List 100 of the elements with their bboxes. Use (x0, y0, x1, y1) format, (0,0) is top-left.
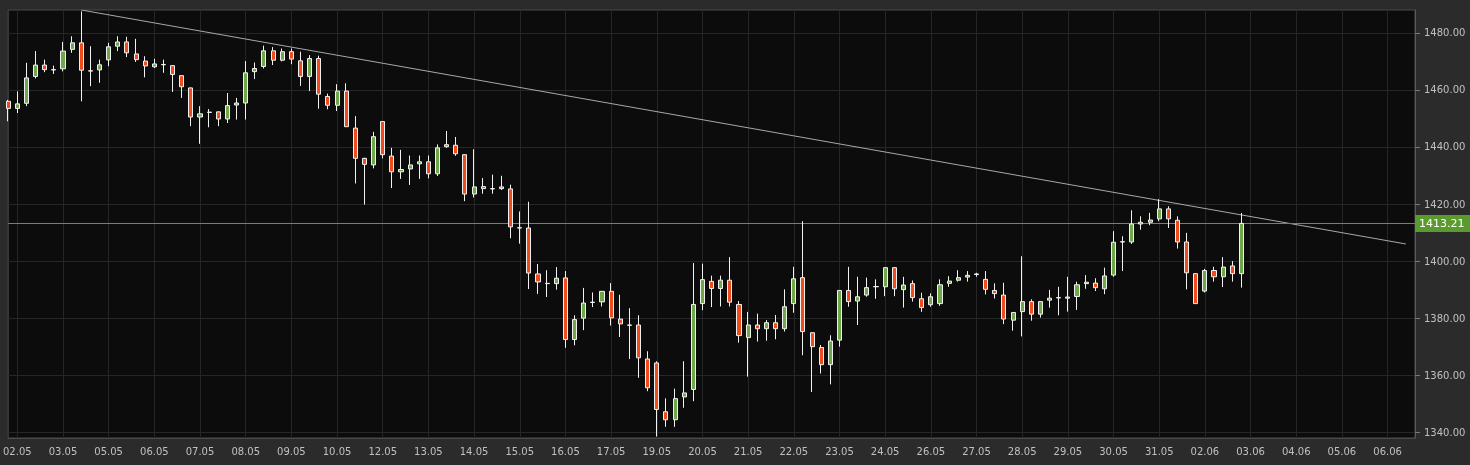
candlestick (618, 294, 623, 338)
x-tick-label: 10.05 (322, 445, 352, 457)
candlestick (280, 48, 285, 62)
candlestick (472, 148, 477, 198)
candlestick (344, 82, 349, 128)
candlestick (947, 275, 952, 288)
candlestick (709, 275, 714, 308)
candlestick (673, 388, 678, 428)
candlestick (115, 35, 120, 52)
x-tick-label: 15.05 (505, 445, 535, 457)
candlestick (974, 272, 979, 278)
x-tick-label: 06.05 (140, 445, 169, 457)
candlestick (79, 10, 84, 102)
candlestick (855, 276, 860, 326)
candlestick (234, 97, 239, 121)
candlestick (1193, 273, 1198, 305)
candlestick (791, 266, 796, 314)
x-tick-label: 30.05 (1099, 445, 1128, 457)
candlestick (60, 41, 66, 72)
candlestick (179, 74, 184, 99)
candlestick (910, 280, 915, 303)
candlestick (417, 155, 422, 180)
candlestick (609, 282, 614, 327)
candlestick (252, 62, 257, 80)
x-tick-label: 02.05 (2, 445, 32, 457)
candlestick (508, 184, 513, 239)
candlestick (992, 282, 997, 299)
candlestick (1065, 276, 1070, 313)
candlestick (535, 263, 541, 295)
candlestick (435, 143, 440, 177)
candlestick (1175, 215, 1180, 250)
y-tick-label: 1480.00 (1424, 27, 1466, 39)
candlestick (207, 108, 212, 128)
x-tick-label: 31.05 (1144, 445, 1174, 457)
candlestick (161, 59, 166, 74)
candlestick (810, 331, 815, 393)
candlestick (873, 278, 879, 300)
candlestick (197, 105, 203, 145)
x-tick-label: 24.05 (870, 445, 900, 457)
x-tick-label: 28.05 (1007, 445, 1037, 457)
candlestick (1084, 274, 1089, 290)
y-tick-label: 1440.00 (1424, 141, 1466, 153)
candlestick (398, 149, 404, 180)
x-tick-label: 08.05 (231, 445, 261, 457)
candlestick (691, 262, 696, 402)
candlestick (24, 62, 29, 107)
candlestick (846, 266, 851, 308)
x-tick-label: 14.05 (459, 445, 489, 457)
candlestick (225, 92, 230, 124)
candlestick (371, 131, 376, 169)
y-tick-label: 1420.00 (1424, 198, 1466, 210)
x-tick-label: 23.05 (825, 445, 854, 457)
candlestick (1129, 209, 1134, 245)
candlestick (380, 120, 385, 159)
candlestick (627, 307, 632, 360)
candlestick (1047, 289, 1052, 309)
candlestick (983, 270, 988, 295)
candlestick (51, 65, 56, 75)
candlestick (462, 154, 467, 202)
candlestick (526, 201, 531, 290)
candlestick (389, 147, 394, 189)
candlestick (1221, 256, 1226, 288)
candlestick (15, 90, 20, 114)
candlestick (134, 38, 139, 63)
candlestick (1202, 268, 1207, 293)
candlestick (1029, 298, 1034, 322)
candlestick (563, 270, 568, 349)
candlestick (97, 59, 102, 84)
y-tick-label: 1360.00 (1424, 369, 1466, 381)
x-tick-label: 21.05 (733, 445, 763, 457)
x-tick-label: 09.05 (277, 445, 306, 457)
x-tick-label: 05.06 (1327, 445, 1357, 457)
x-tick-label: 27.05 (962, 445, 991, 457)
candlestick (106, 42, 111, 67)
candlestick (928, 292, 933, 308)
candlestick (901, 276, 906, 309)
candlestick (755, 313, 760, 343)
candlestick (599, 290, 605, 307)
candlestick (937, 278, 943, 307)
candlestick (654, 360, 659, 438)
candlestick (581, 287, 586, 331)
candlestick (216, 111, 221, 127)
x-tick-label: 03.05 (48, 445, 78, 457)
candlestick (298, 51, 303, 87)
x-tick-label: 22.05 (779, 445, 809, 457)
candlestick (682, 360, 687, 409)
candlestick (956, 269, 961, 283)
candlestick (828, 334, 833, 385)
candlestick (819, 344, 824, 375)
candlestick (700, 263, 705, 311)
candlestick (143, 55, 148, 78)
candlestick (261, 45, 266, 69)
candlestick (88, 45, 93, 87)
candlestick (307, 54, 312, 92)
candlestick (408, 155, 413, 186)
candlestick (33, 50, 38, 79)
x-tick-label: 16.05 (551, 445, 580, 457)
candlestick (1138, 215, 1143, 231)
candlestick (362, 157, 367, 206)
candlestick (718, 275, 723, 307)
